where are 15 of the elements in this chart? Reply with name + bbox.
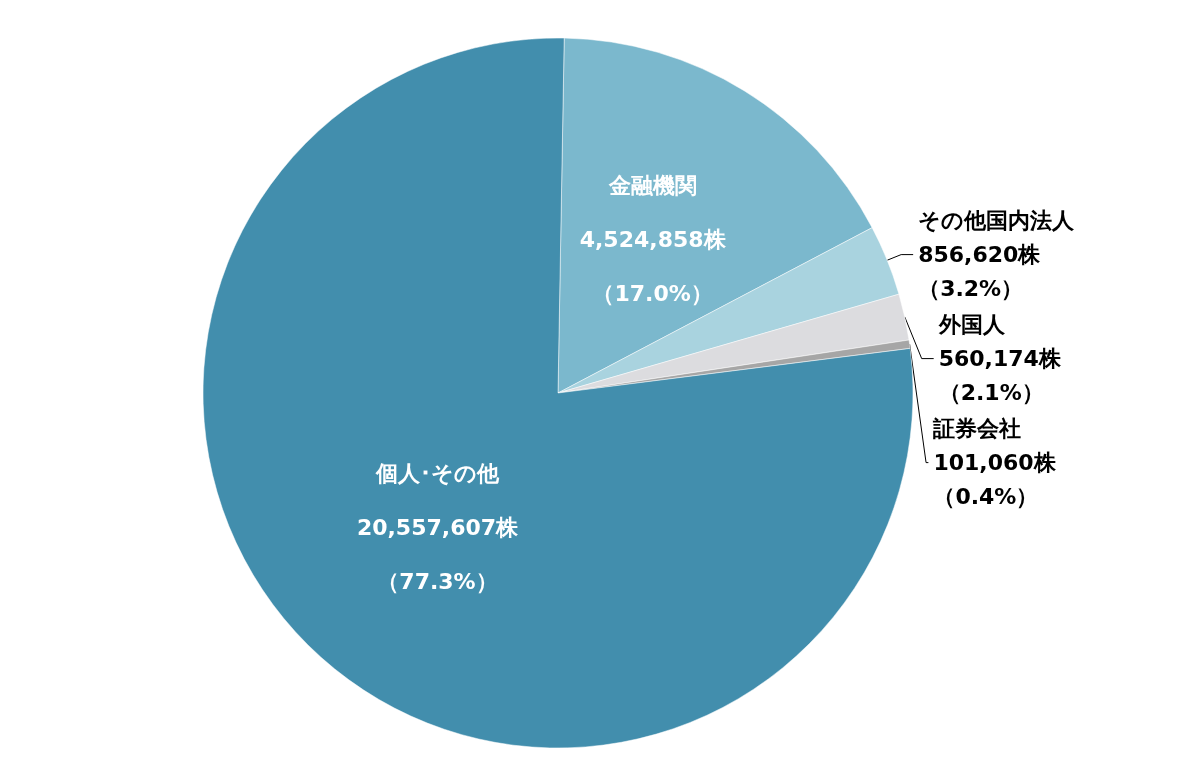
slice-label: 金融機関 [607,172,697,198]
data-label: 4,524,858株 [579,226,727,252]
slice-label: その他国内法人 [918,208,1076,234]
text: （3.2%） [918,276,1024,302]
slice-label: 個人･その他 [374,460,500,486]
data-label: 20,557,607株 [356,514,520,540]
text: （0.4%） [933,484,1039,510]
text: （17.0%） [592,280,713,306]
slice-label: 証券会社 [932,416,1022,442]
data-label: 101,060株 [933,450,1057,476]
text: （2.1%） [938,380,1044,406]
slice-label: 外国人 [937,312,1006,338]
text: （77.3%） [377,568,498,594]
data-label: 560,174株 [938,346,1062,372]
data-label: 856,620株 [918,242,1042,268]
